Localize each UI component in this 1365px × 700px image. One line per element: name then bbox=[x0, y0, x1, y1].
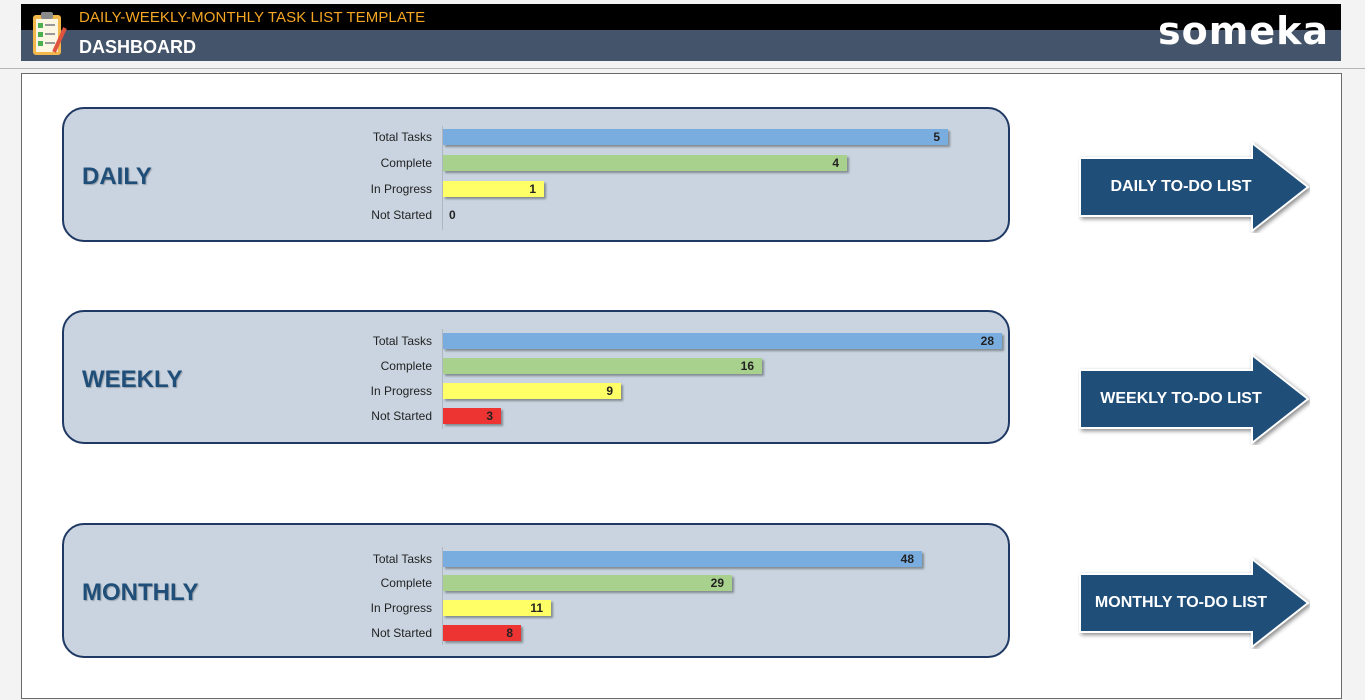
total-tasks-bar bbox=[443, 551, 922, 567]
button-label: DAILY TO-DO LIST bbox=[1110, 178, 1252, 195]
bar-value: 16 bbox=[740, 359, 754, 373]
chart-axis bbox=[442, 126, 443, 230]
bar-value: 5 bbox=[933, 130, 940, 144]
row-label: Complete bbox=[380, 359, 432, 373]
weekly-panel: WEEKLY Total Tasks Complete In Progress … bbox=[62, 310, 1010, 444]
button-label: MONTHLY TO-DO LIST bbox=[1094, 594, 1268, 611]
bar-value: 8 bbox=[506, 626, 513, 640]
row-label: Total Tasks bbox=[372, 552, 432, 566]
row-label: Not Started bbox=[371, 208, 432, 222]
in-progress-bar bbox=[443, 181, 544, 197]
row-label: Not Started bbox=[371, 626, 432, 640]
total-tasks-bar bbox=[443, 129, 948, 145]
complete-bar bbox=[443, 358, 762, 374]
chart-axis bbox=[442, 329, 443, 429]
panel-title: DAILY bbox=[82, 163, 152, 190]
bar-value: 0 bbox=[449, 208, 456, 222]
monthly-panel: MONTHLY Total Tasks Complete In Progress… bbox=[62, 523, 1010, 658]
in-progress-bar bbox=[443, 383, 621, 399]
complete-bar bbox=[443, 155, 847, 171]
clipboard-checklist-icon bbox=[30, 8, 68, 58]
bar-value: 48 bbox=[900, 552, 914, 566]
panel-title: WEEKLY bbox=[82, 366, 183, 393]
page-title: DASHBOARD bbox=[79, 37, 196, 57]
brand-logo: someka bbox=[1158, 9, 1330, 53]
in-progress-bar bbox=[443, 600, 551, 616]
row-label: In Progress bbox=[370, 384, 432, 398]
panel-title: MONTHLY bbox=[82, 579, 199, 606]
complete-bar bbox=[443, 575, 732, 591]
row-label: In Progress bbox=[370, 182, 432, 196]
row-label: Total Tasks bbox=[372, 130, 432, 144]
row-label: Not Started bbox=[371, 409, 432, 423]
bar-value: 28 bbox=[980, 334, 994, 348]
bar-value: 29 bbox=[710, 576, 724, 590]
row-label: Total Tasks bbox=[372, 334, 432, 348]
chart-axis bbox=[442, 547, 443, 645]
daily-panel: DAILY Total Tasks Complete In Progress N… bbox=[62, 107, 1010, 242]
row-label: Complete bbox=[380, 156, 432, 170]
daily-todo-list-button[interactable]: DAILY TO-DO LIST bbox=[1078, 141, 1310, 233]
title-bar bbox=[21, 4, 1341, 30]
bar-value: 9 bbox=[606, 384, 613, 398]
bar-value: 4 bbox=[832, 156, 839, 170]
not-started-bar bbox=[443, 408, 501, 424]
weekly-todo-list-button[interactable]: WEEKLY TO-DO LIST bbox=[1078, 353, 1310, 445]
button-label: WEEKLY TO-DO LIST bbox=[1100, 390, 1262, 407]
row-label: Complete bbox=[380, 576, 432, 590]
not-started-bar bbox=[443, 625, 521, 641]
monthly-todo-list-button[interactable]: MONTHLY TO-DO LIST bbox=[1078, 557, 1310, 649]
header-divider bbox=[0, 68, 1365, 69]
page-header-bar bbox=[21, 30, 1341, 61]
row-label: In Progress bbox=[370, 601, 432, 615]
app-title: DAILY-WEEKLY-MONTHLY TASK LIST TEMPLATE bbox=[79, 9, 426, 26]
bar-value: 1 bbox=[529, 182, 536, 196]
total-tasks-bar bbox=[443, 333, 1002, 349]
bar-value: 3 bbox=[486, 409, 493, 423]
bar-value: 11 bbox=[530, 601, 543, 615]
